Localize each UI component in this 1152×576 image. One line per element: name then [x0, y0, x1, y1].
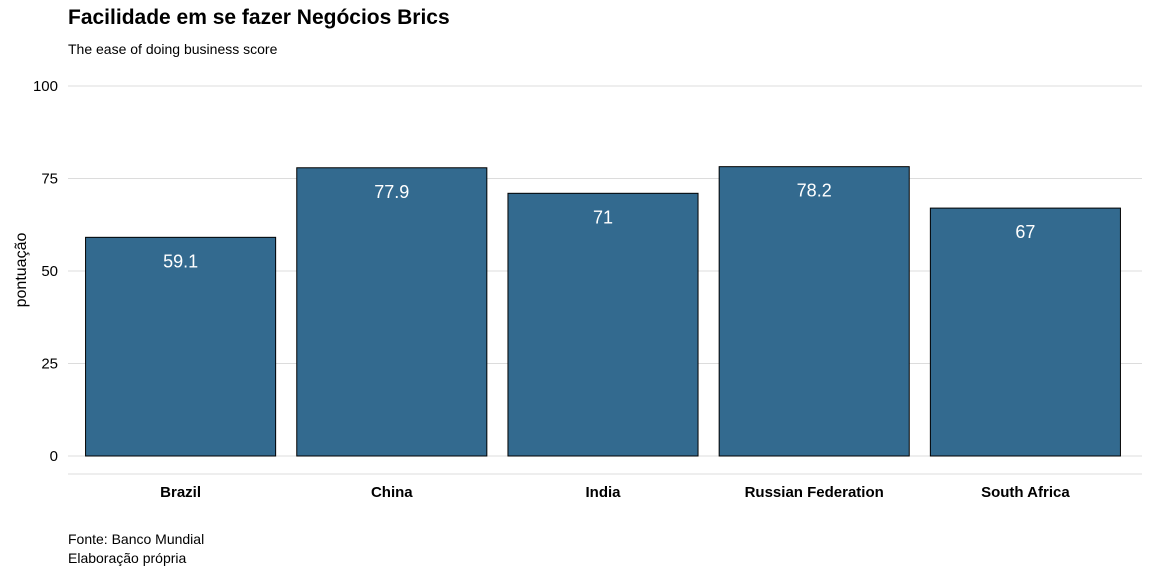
bar	[929, 207, 1121, 457]
bar-value-label: 77.9	[374, 182, 409, 202]
data-labels: 59.1 77.9 71 78.2 67	[163, 181, 1035, 272]
x-tick-label: India	[585, 484, 621, 501]
x-tick-label: Russian Federation	[745, 484, 884, 501]
y-tick-label: 25	[41, 356, 58, 373]
bar-value-label: 59.1	[163, 251, 198, 271]
y-axis-ticks: 0 25 50 75 100	[33, 78, 58, 465]
chart-subtitle: The ease of doing business score	[68, 41, 278, 57]
x-tick-label: South Africa	[981, 484, 1070, 501]
caption-source: Fonte: Banco Mundial	[68, 531, 205, 547]
y-tick-label: 50	[41, 263, 58, 280]
caption: Fonte: Banco Mundial Elaboração própria	[68, 530, 204, 568]
bars	[85, 166, 1121, 457]
y-tick-label: 75	[41, 171, 58, 188]
bar	[296, 167, 488, 457]
y-tick-label: 100	[33, 78, 58, 95]
x-axis-ticks: Brazil China India Russian Federation South …	[160, 484, 1070, 501]
bar-value-label: 67	[1015, 222, 1035, 242]
y-tick-label: 0	[50, 448, 58, 465]
y-axis-title: pontuação	[13, 233, 30, 308]
x-tick-label: China	[371, 484, 413, 501]
x-tick-label: Brazil	[160, 484, 201, 501]
bar	[507, 192, 699, 457]
bar	[718, 166, 910, 457]
chart-title: Facilidade em se fazer Negócios Brics	[68, 6, 450, 29]
bar	[85, 236, 277, 457]
caption-authorship: Elaboração própria	[68, 550, 187, 566]
bar-value-label: 71	[593, 207, 613, 227]
bar-value-label: 78.2	[797, 181, 832, 201]
